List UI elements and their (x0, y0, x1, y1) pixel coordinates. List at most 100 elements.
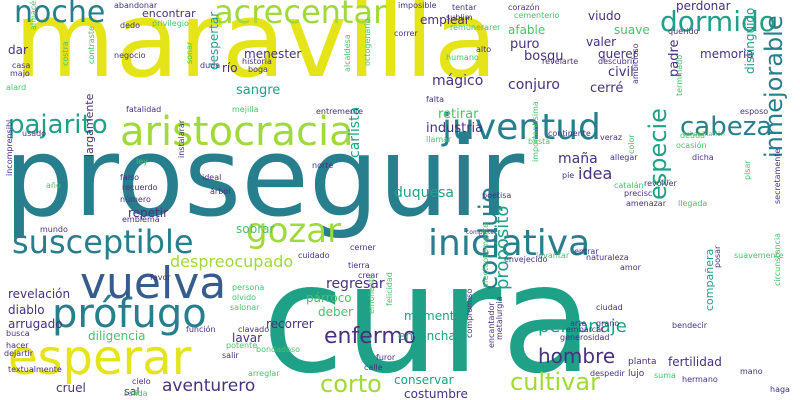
word: arrugado (8, 317, 63, 331)
word: incomprensibl (5, 119, 14, 176)
word: memoria (700, 47, 754, 61)
word: emplear (420, 13, 470, 27)
word: almacén (29, 0, 38, 30)
word: repetir (128, 206, 169, 220)
word: dejartir (4, 349, 34, 358)
word: regresar (326, 276, 385, 292)
word: cuidado (298, 251, 330, 260)
word: valer (586, 35, 617, 49)
word: rehabilitación (684, 131, 725, 138)
word: crear (358, 271, 379, 280)
word: acrecentar (214, 0, 387, 31)
word: viudo (588, 9, 621, 23)
word: corazón (508, 3, 540, 12)
word: personaje (538, 316, 627, 337)
word: cerner (350, 243, 376, 252)
word: descubrir (598, 57, 636, 66)
word: hacer (6, 341, 29, 350)
word: encontrar (142, 7, 196, 20)
word: boga (248, 65, 268, 74)
word: enfermo (324, 324, 417, 349)
word: conjuro (508, 77, 560, 93)
word: alcaldesa (343, 34, 352, 72)
word: civil (608, 65, 634, 80)
word: función (186, 325, 216, 334)
word: despedir (590, 369, 625, 378)
word: usado (22, 129, 47, 138)
word: imposible (398, 1, 437, 10)
word: precisc (624, 189, 653, 198)
word: noche (14, 0, 106, 30)
word: aristocracia (120, 109, 354, 155)
word: instalarar (177, 119, 186, 158)
word: lujo (628, 369, 645, 379)
word: mano (740, 367, 763, 376)
word: recuerdo (122, 183, 158, 192)
word: ocasión (676, 141, 707, 150)
word: clavado (238, 325, 270, 334)
word: dormido (660, 5, 776, 38)
word: entrar (574, 247, 599, 256)
word: maña (558, 151, 598, 167)
word: afectuosamente (481, 222, 490, 288)
word: lavar (232, 331, 263, 345)
word: calle (364, 363, 383, 372)
word: maravilla (14, 0, 498, 101)
word: haga (770, 385, 790, 394)
word: mundo (40, 225, 68, 234)
word: continente (548, 129, 591, 138)
word: tentar (452, 3, 477, 12)
word: revólver (644, 179, 677, 188)
word: deber (318, 305, 353, 319)
word: dar (8, 43, 28, 57)
word: duda (200, 61, 221, 70)
word: pajarito (8, 110, 108, 140)
word: privilegio (152, 19, 189, 28)
word: iniciativa (428, 223, 591, 264)
word: vuelva (80, 258, 227, 309)
word: puro (510, 37, 540, 52)
word: allegar (610, 153, 638, 162)
word: octogenario (363, 18, 372, 66)
word: diligencia (88, 329, 146, 343)
word: encantador (487, 302, 496, 348)
word: posar (713, 245, 722, 268)
word: felicidad (385, 272, 394, 306)
word: generosidad (560, 333, 610, 342)
word: cabeza (680, 112, 773, 142)
word: fertilidad (668, 355, 722, 369)
word: industria (426, 121, 484, 136)
word: gozar (246, 211, 342, 251)
word: esposo (740, 107, 769, 116)
word: arte (570, 319, 587, 328)
word: hermano (682, 375, 718, 384)
word: querido (668, 27, 699, 36)
word: compromiso (465, 288, 474, 338)
word: propósito (492, 205, 513, 290)
word: importantísima (531, 101, 540, 162)
word: entremente (316, 107, 364, 116)
word: grano (596, 319, 620, 328)
word: pie (562, 171, 575, 180)
word: contraste (87, 26, 96, 64)
word: suavemente (734, 251, 784, 260)
word: salida (124, 389, 148, 398)
word: suave (614, 23, 650, 37)
word: aventurero (162, 376, 256, 396)
word: párroco (306, 291, 352, 305)
word: retirar (438, 107, 479, 122)
word: dicha (692, 153, 714, 162)
word: cielo (132, 377, 151, 386)
word: secretamente (773, 148, 782, 204)
word: terminado (675, 54, 684, 96)
word: ciudad (596, 303, 623, 312)
word: sublim (446, 13, 473, 22)
word: majo (10, 69, 30, 78)
word: bendecir (672, 321, 707, 330)
word: querer (598, 47, 638, 61)
word: costumbre (404, 387, 468, 400)
word: despreocupado (170, 252, 294, 271)
word: afable (508, 23, 546, 37)
word: pisar (743, 160, 752, 180)
